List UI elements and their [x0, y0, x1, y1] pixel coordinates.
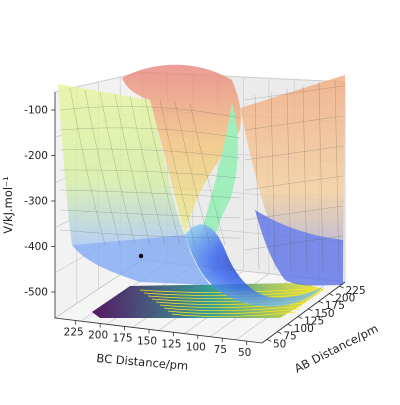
mesh-line: [59, 209, 241, 219]
y-tick-label: 150: [137, 335, 157, 347]
z-tick-label: -100: [24, 105, 48, 117]
x-tick-mark: [297, 316, 303, 319]
x-tick-mark: [339, 285, 344, 289]
y-axis-line: [54, 317, 263, 344]
mesh-line: [59, 229, 241, 239]
y-tick-label: 125: [161, 338, 181, 350]
energy-surface: [58, 64, 345, 307]
z-axis-title: V/kJ.mol⁻¹: [1, 176, 15, 234]
x-tick-label: 75: [283, 331, 296, 343]
mesh-line: [99, 91, 136, 246]
marker-point: [138, 253, 144, 259]
y-tick-label: 225: [64, 327, 84, 339]
y-tick-label: 200: [88, 329, 108, 341]
contour-line: [147, 293, 315, 299]
mesh-line: [286, 88, 292, 271]
x-axis-line: [261, 281, 346, 344]
contour-line: [167, 308, 300, 314]
mesh-line: [69, 87, 106, 246]
y-tick-label: 50: [238, 347, 251, 359]
z-tick-label: -300: [24, 196, 48, 208]
mesh-line: [334, 79, 340, 271]
x-tick-mark: [277, 331, 282, 335]
mesh-line: [318, 82, 324, 271]
mesh-line: [244, 145, 344, 161]
y-tick-label: 75: [214, 344, 227, 356]
mesh-line: [244, 235, 344, 251]
mesh-line: [244, 175, 344, 191]
mesh-line: [174, 101, 211, 246]
z-tick-label: -500: [24, 287, 48, 299]
x-tick-label: 200: [335, 293, 355, 305]
mesh-line: [59, 169, 241, 179]
mesh-line: [59, 106, 241, 119]
y-tick-label: 100: [186, 341, 206, 353]
mesh-line: [59, 189, 241, 199]
contour-floor: [92, 283, 325, 318]
surface-right-valley: [255, 210, 343, 286]
z-tick-label: -200: [24, 150, 48, 162]
contour-line: [143, 290, 318, 296]
surface-peak: [122, 64, 241, 235]
mesh-line: [59, 148, 241, 159]
contour-line: [171, 311, 297, 317]
mesh-line: [159, 99, 196, 246]
mesh-line: [244, 205, 344, 221]
contour-region: [92, 283, 325, 318]
y-tick-label: 175: [113, 332, 133, 344]
y-axis-title: BC Distance/pm: [96, 351, 189, 373]
x-tick-mark: [266, 338, 272, 342]
mesh-line: [302, 85, 308, 271]
z-tick-label: -400: [24, 241, 48, 253]
x-tick-label: 100: [294, 323, 314, 335]
surface-well: [185, 224, 325, 307]
surface-blue-valley: [72, 235, 210, 285]
mesh-line: [114, 93, 151, 246]
mesh-line: [144, 97, 181, 246]
mesh-line: [254, 94, 260, 271]
z-axis: -100 -200 -300 -400 -500 V/kJ.mol⁻¹: [1, 92, 56, 318]
mesh-line: [84, 89, 121, 246]
x-tick-label: 175: [325, 300, 345, 312]
surface-left-wall: [58, 84, 185, 245]
mesh-line: [270, 91, 276, 271]
x-tick-label: 50: [273, 338, 286, 350]
mesh-line: [129, 95, 166, 246]
x-tick-label: 225: [346, 285, 366, 297]
surface-mesh: [59, 79, 344, 271]
mesh-line: [244, 85, 344, 101]
x-tick-mark: [287, 323, 292, 327]
x-tick-mark: [329, 293, 334, 296]
mesh-line: [189, 103, 226, 246]
x-tick-label: 125: [304, 315, 324, 327]
mesh-line: [59, 127, 241, 139]
x-tick-mark: [318, 300, 324, 304]
x-tick-mark: [308, 308, 313, 312]
contour-line: [163, 305, 303, 311]
x-tick-label: 150: [314, 308, 334, 320]
surface-right-wall: [240, 75, 345, 285]
